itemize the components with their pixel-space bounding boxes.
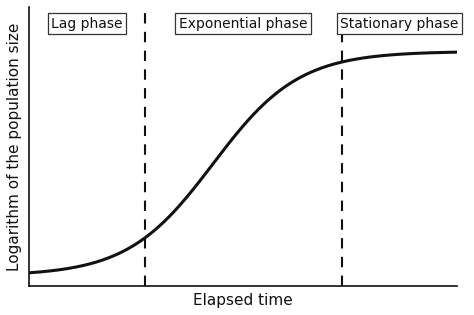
Text: Stationary phase: Stationary phase — [340, 17, 459, 31]
Y-axis label: Logarithm of the population size: Logarithm of the population size — [7, 22, 22, 271]
X-axis label: Elapsed time: Elapsed time — [193, 293, 293, 308]
Text: Exponential phase: Exponential phase — [179, 17, 308, 31]
Text: Lag phase: Lag phase — [51, 17, 122, 31]
